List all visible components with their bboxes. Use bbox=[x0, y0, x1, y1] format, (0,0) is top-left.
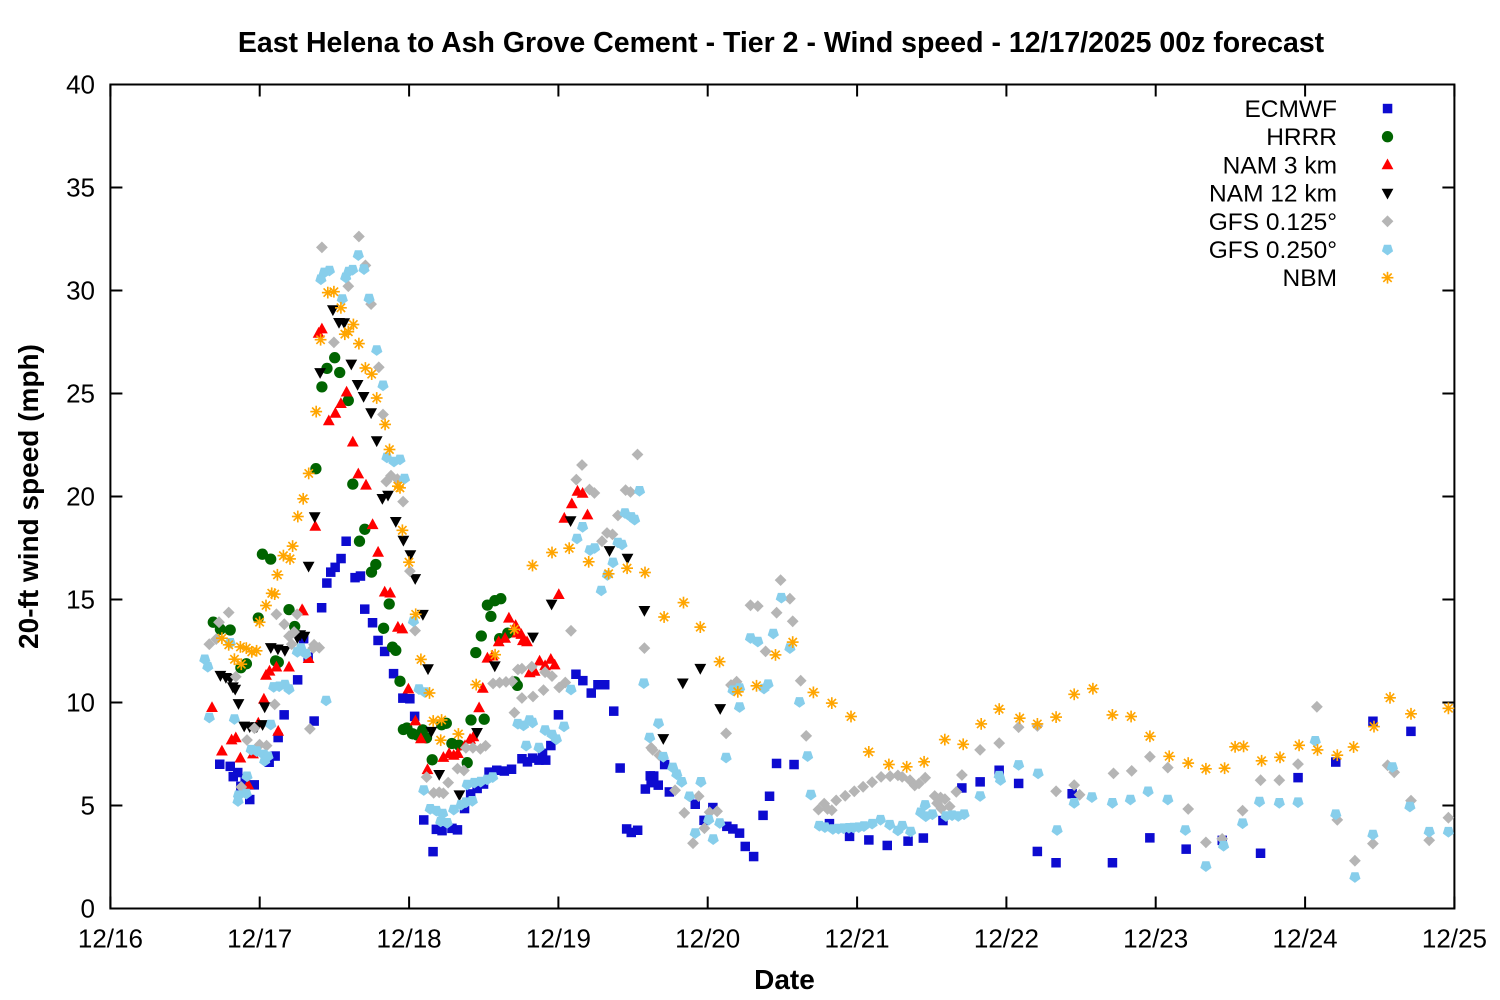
svg-text:12/24: 12/24 bbox=[1273, 924, 1338, 954]
svg-text:12/25: 12/25 bbox=[1422, 924, 1487, 954]
svg-text:Date: Date bbox=[754, 964, 815, 995]
svg-text:12/17: 12/17 bbox=[227, 924, 292, 954]
svg-text:12/20: 12/20 bbox=[675, 924, 740, 954]
svg-text:40: 40 bbox=[66, 70, 95, 100]
svg-text:12/16: 12/16 bbox=[78, 924, 143, 954]
svg-text:35: 35 bbox=[66, 173, 95, 203]
svg-text:NBM: NBM bbox=[1283, 265, 1337, 292]
svg-text:NAM 12 km: NAM 12 km bbox=[1209, 181, 1337, 208]
svg-text:ECMWF: ECMWF bbox=[1244, 96, 1337, 123]
svg-text:12/18: 12/18 bbox=[377, 924, 442, 954]
svg-text:12/21: 12/21 bbox=[825, 924, 890, 954]
svg-text:NAM 3 km: NAM 3 km bbox=[1223, 152, 1337, 179]
svg-text:25: 25 bbox=[66, 379, 95, 409]
svg-text:5: 5 bbox=[81, 791, 95, 821]
svg-text:20: 20 bbox=[66, 482, 95, 512]
svg-text:0: 0 bbox=[81, 894, 95, 924]
svg-text:15: 15 bbox=[66, 585, 95, 615]
svg-text:20-ft wind speed (mph): 20-ft wind speed (mph) bbox=[13, 344, 44, 649]
svg-text:12/19: 12/19 bbox=[526, 924, 591, 954]
svg-text:GFS 0.125°: GFS 0.125° bbox=[1209, 209, 1337, 236]
svg-text:12/23: 12/23 bbox=[1123, 924, 1188, 954]
svg-text:HRRR: HRRR bbox=[1266, 124, 1337, 151]
svg-text:GFS 0.250°: GFS 0.250° bbox=[1209, 237, 1337, 264]
svg-text:10: 10 bbox=[66, 688, 95, 718]
svg-text:12/22: 12/22 bbox=[974, 924, 1039, 954]
svg-text:30: 30 bbox=[66, 276, 95, 306]
svg-text:East Helena to Ash Grove Cemen: East Helena to Ash Grove Cement - Tier 2… bbox=[238, 27, 1325, 59]
